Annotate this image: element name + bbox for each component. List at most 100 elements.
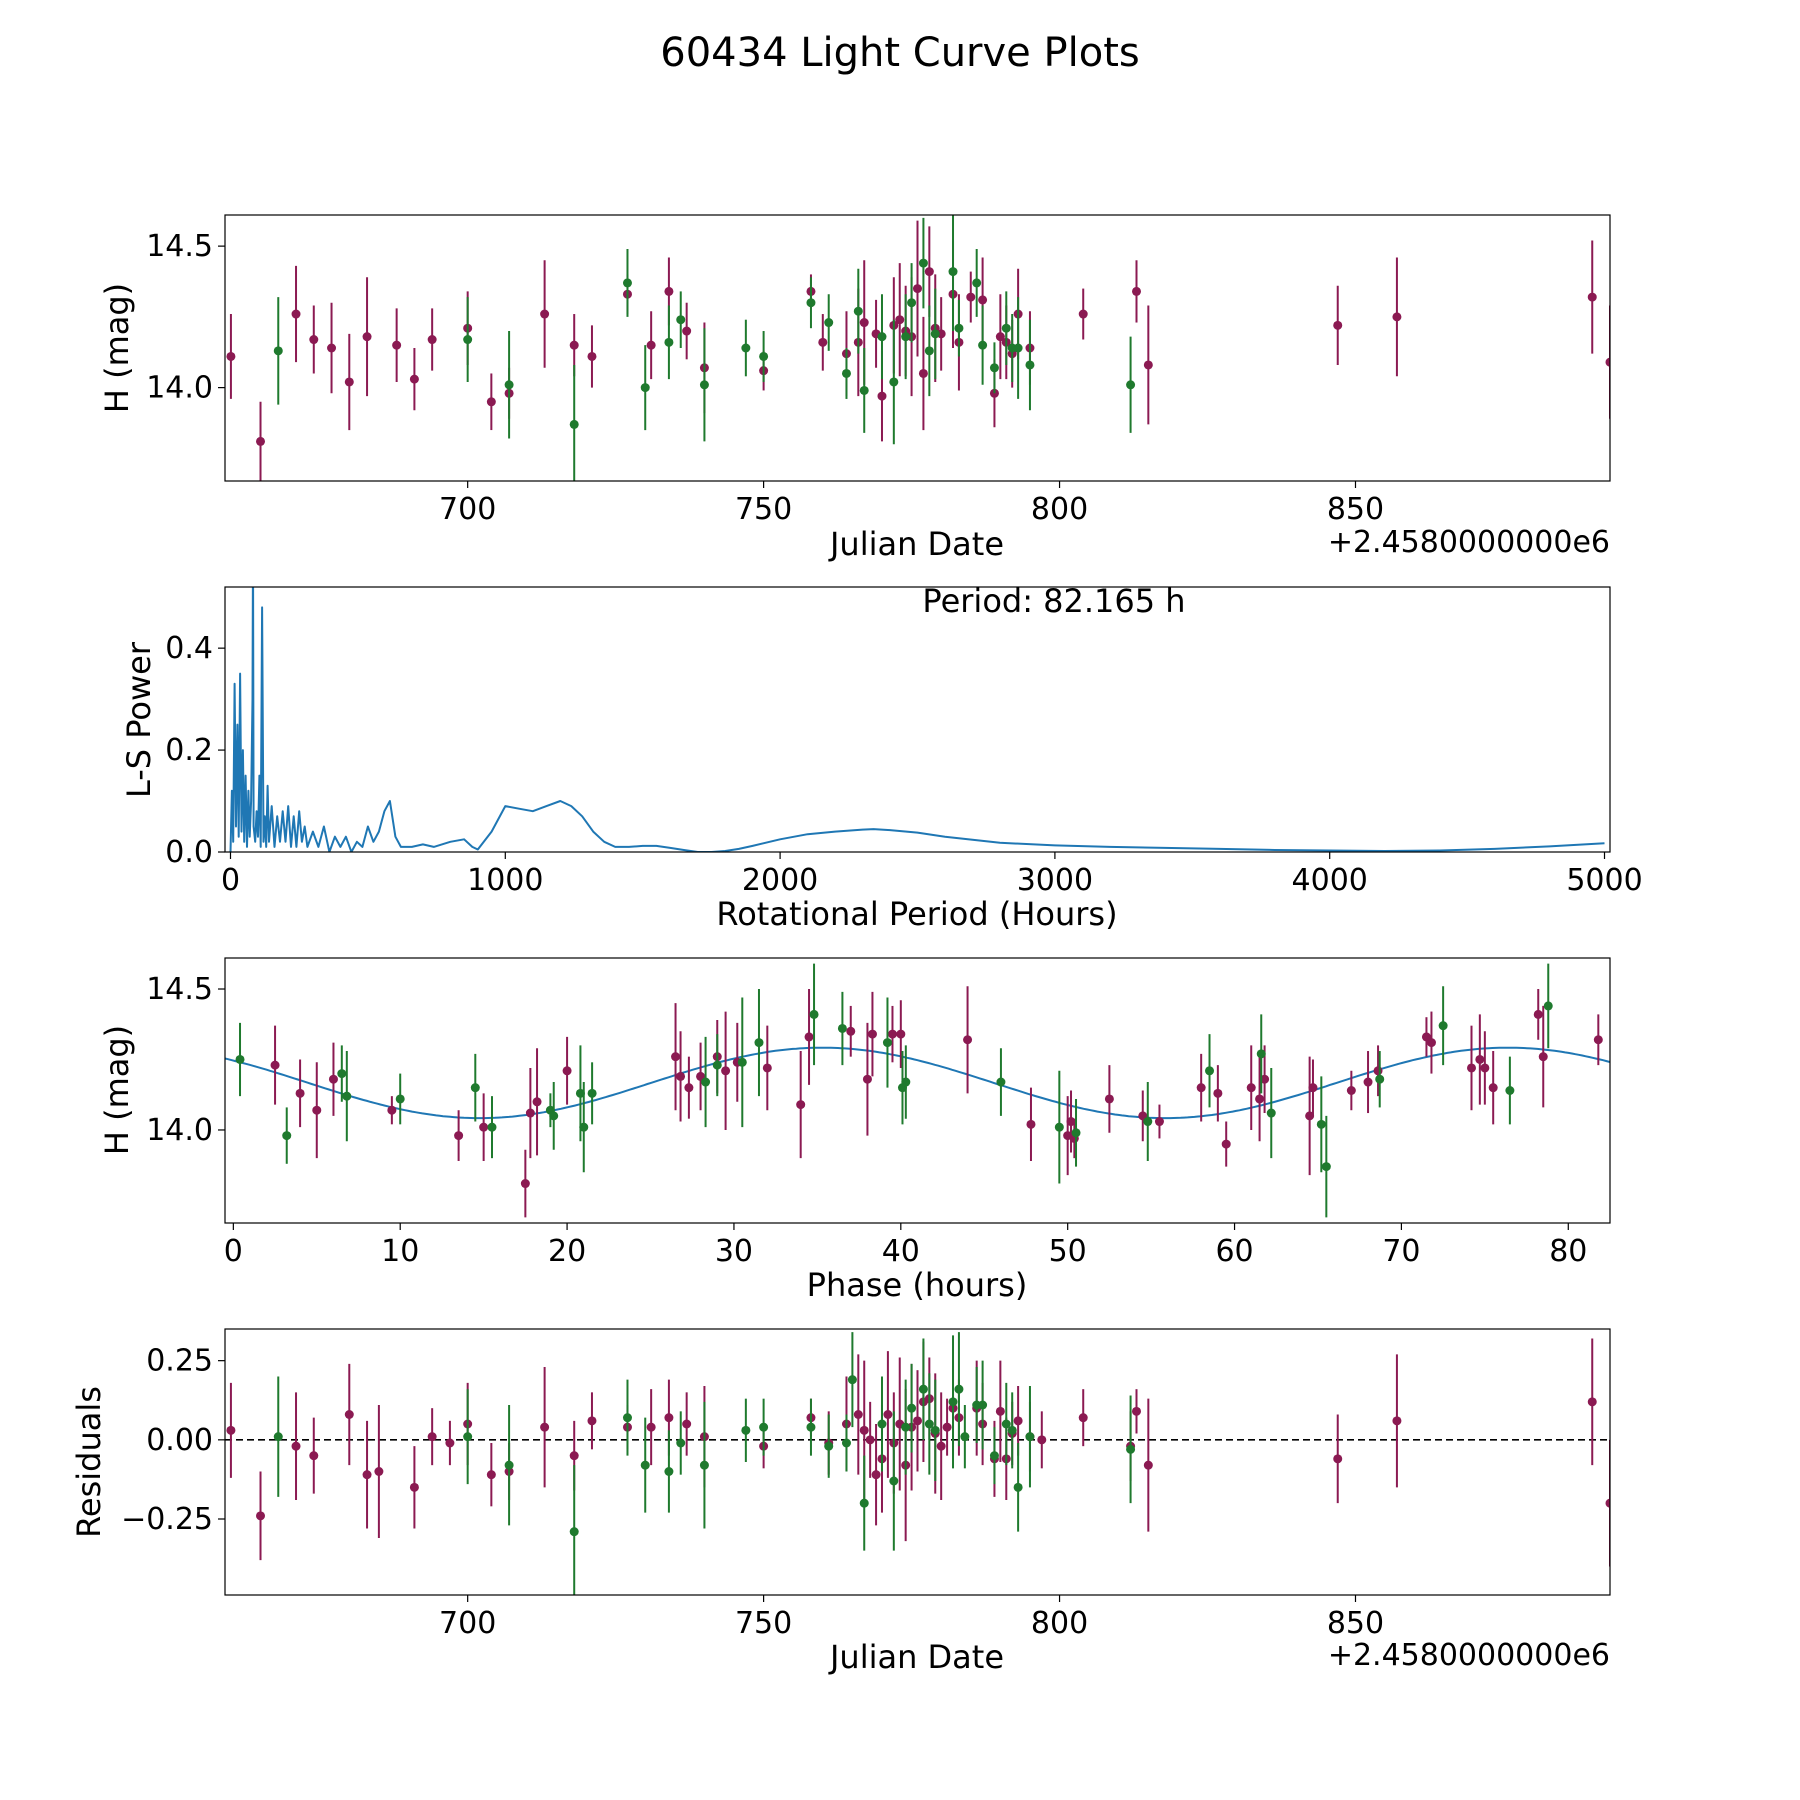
phased-data-point (1054, 1122, 1064, 1132)
lightcurve-data-point (824, 318, 834, 328)
residuals-data-point (924, 1419, 934, 1429)
residuals-data-point (871, 1470, 881, 1480)
phased-data-point (671, 1052, 681, 1062)
residuals-data-point (741, 1425, 751, 1435)
residuals-data-point (256, 1511, 266, 1521)
periodogram-ytick-label: 0.2 (165, 733, 213, 768)
phased-data-point (1246, 1083, 1256, 1093)
residuals-data-point (841, 1438, 851, 1448)
lightcurve-data-point (954, 323, 964, 333)
lightcurve-data-point (1025, 360, 1035, 370)
residuals-data-point (901, 1422, 911, 1432)
lightcurve-data-point (682, 326, 692, 336)
lightcurve-data-point (972, 278, 982, 288)
residuals-ticks: 700 750 800 850 −0.25 0.00 0.25 (121, 1344, 1384, 1641)
lightcurve-data-point (392, 340, 402, 350)
phased-data-point (762, 1063, 772, 1073)
lightcurve-data-point (1587, 292, 1597, 302)
phased-data-point (887, 1029, 897, 1039)
lightcurve-data-point (587, 351, 597, 361)
phased-data-point (1196, 1083, 1206, 1093)
residuals-data-point (853, 1410, 863, 1419)
residuals-data-point (913, 1416, 922, 1426)
residuals-data-point (640, 1460, 650, 1470)
phased-data-point (712, 1060, 722, 1070)
phased-data-point (235, 1054, 245, 1064)
lightcurve-xlabel: Julian Date (828, 525, 1004, 563)
residuals-data-point (1605, 1498, 1610, 1508)
lightcurve-data-point (699, 380, 709, 390)
residuals-data-point (918, 1384, 928, 1394)
lightcurve-data-point (646, 340, 656, 350)
residuals-xtick-label: 750 (735, 1606, 792, 1641)
phased-data-point (1467, 1063, 1476, 1073)
phased-data-point (1488, 1083, 1498, 1093)
phased-data-point (312, 1105, 322, 1115)
periodogram-ylabel: L-S Power (120, 641, 158, 798)
phased-data-point (454, 1131, 464, 1141)
lightcurve-data-point (1605, 357, 1610, 367)
lightcurve-data-point (995, 332, 1005, 342)
phased-data-point (809, 1009, 819, 1019)
residuals-data-point (291, 1441, 301, 1451)
residuals-data-point (1025, 1432, 1035, 1442)
lightcurve-data-point (569, 340, 579, 350)
lightcurve-data-point (913, 284, 922, 294)
lightcurve-ticks: 700 750 800 850 14.0 14.5 (146, 229, 1384, 527)
residuals-xtick-label: 850 (1327, 1606, 1384, 1641)
lightcurve-data-point (622, 278, 632, 288)
lightcurve-ytick-label: 14.0 (146, 371, 213, 406)
residuals-ytick-label: 0.25 (146, 1344, 213, 1379)
residuals-data-point (907, 1403, 917, 1413)
figure-title: 60434 Light Curve Plots (660, 30, 1139, 76)
lightcurve-data-point (877, 391, 887, 401)
phased-data-point (1071, 1128, 1081, 1138)
phased-data-point (737, 1057, 747, 1067)
residuals-ytick-label: −0.25 (121, 1502, 213, 1537)
phased-xtick-label: 80 (1549, 1234, 1587, 1269)
phased-data-point (862, 1074, 872, 1084)
phased-data-point (837, 1023, 847, 1033)
residuals-data-point (1333, 1454, 1343, 1464)
phased-data-point (487, 1122, 497, 1132)
residuals-data-point (1131, 1406, 1141, 1416)
phased-data-point (1255, 1094, 1265, 1104)
phased-data-point (882, 1038, 892, 1048)
lightcurve-data-point (759, 351, 769, 361)
lightcurve-data-point (818, 337, 828, 347)
residuals-data-point (1013, 1416, 1023, 1426)
phased-data-point (575, 1088, 585, 1098)
residuals-data-point (362, 1470, 372, 1480)
lightcurve-data-point (918, 258, 928, 268)
lightcurve-data-point (486, 397, 496, 407)
lightcurve-data (226, 215, 1610, 481)
phased-data-point (328, 1074, 338, 1084)
residuals-data-point (936, 1441, 946, 1451)
phased-data-point (804, 1032, 814, 1042)
periodogram-xtick-label: 2000 (742, 863, 818, 898)
phased-data-point (1205, 1066, 1215, 1076)
phased-xtick-label: 40 (882, 1234, 920, 1269)
phased-ylabel: H (mag) (98, 1025, 136, 1155)
residuals-data-point (622, 1413, 632, 1423)
residuals-data-point (664, 1467, 674, 1476)
phased-data-point (1346, 1086, 1356, 1095)
phased-ytick-label: 14.0 (146, 1113, 213, 1148)
residuals-xtick-label: 800 (1031, 1606, 1088, 1641)
phased-data-point (479, 1122, 489, 1132)
phased-data-point (532, 1097, 542, 1107)
residuals-data-point (273, 1432, 283, 1442)
lightcurve-data-point (569, 419, 579, 429)
residuals-data-point (954, 1384, 964, 1394)
phased-data-point (963, 1035, 973, 1045)
lightcurve-data-point (540, 309, 550, 319)
phased-data-point (387, 1105, 397, 1115)
residuals-data-point (540, 1422, 550, 1432)
residuals-data-point (865, 1435, 875, 1445)
residuals-data-point (930, 1425, 940, 1435)
periodogram-xtick-label: 1000 (467, 863, 543, 898)
phased-data-point (1543, 1001, 1553, 1011)
lightcurve-data-point (273, 346, 283, 356)
